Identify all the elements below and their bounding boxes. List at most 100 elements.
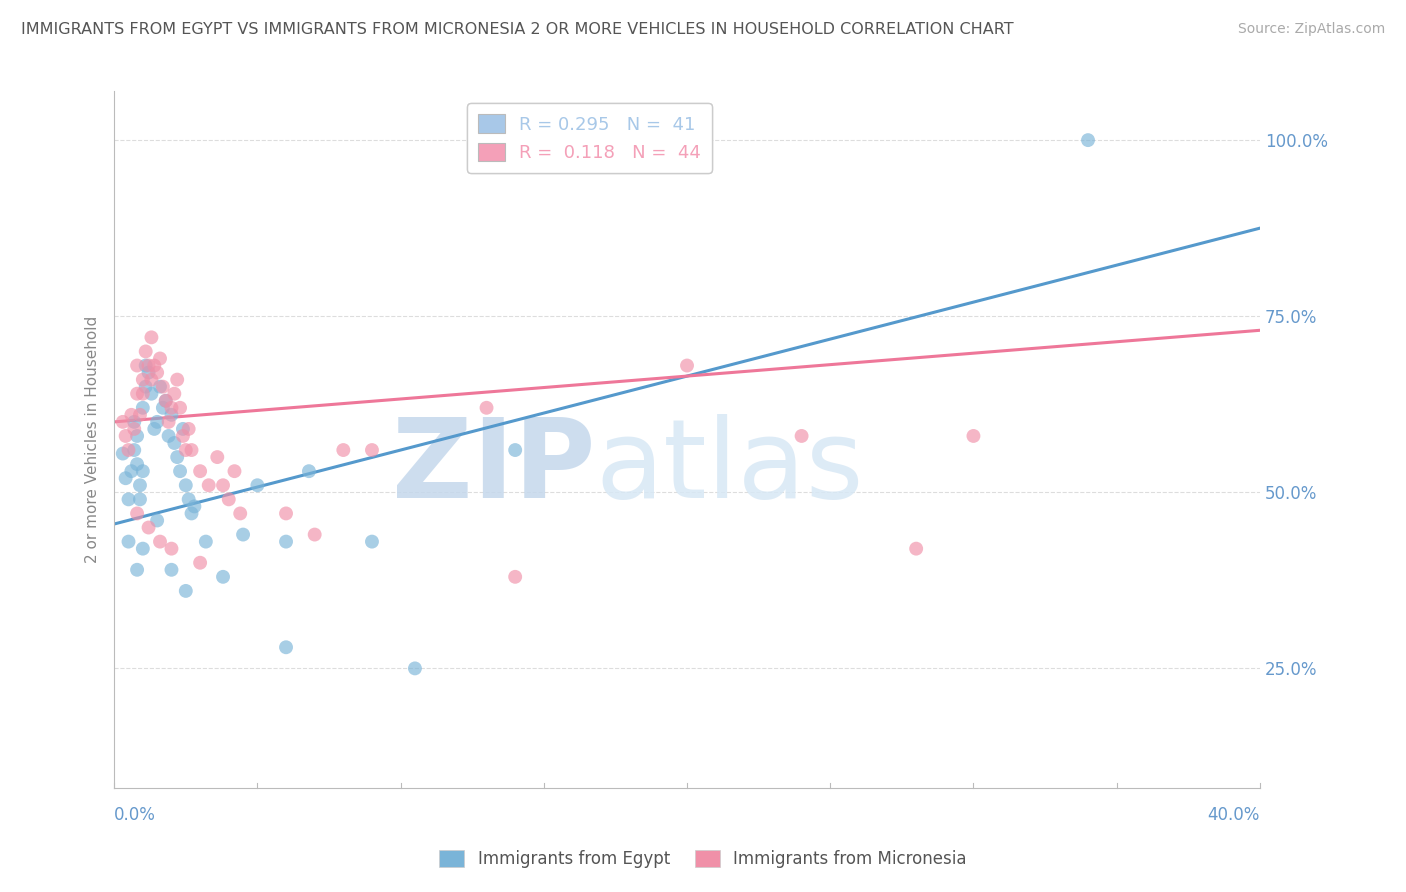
Point — [274, 640, 297, 655]
Point — [503, 443, 526, 458]
Point — [274, 507, 297, 521]
Point — [132, 541, 155, 556]
Point — [676, 359, 699, 373]
Point — [129, 492, 152, 507]
Point — [169, 464, 191, 478]
Point — [304, 527, 326, 541]
Point — [152, 379, 174, 393]
Point — [129, 478, 152, 492]
Point — [163, 386, 186, 401]
Point — [361, 534, 384, 549]
Point — [180, 507, 202, 521]
Point — [160, 401, 183, 415]
Point — [135, 344, 157, 359]
Point — [149, 534, 172, 549]
Point — [132, 373, 155, 387]
Point — [127, 507, 149, 521]
Point — [160, 563, 183, 577]
Point — [138, 520, 160, 534]
Point — [132, 386, 155, 401]
Point — [143, 422, 166, 436]
Point — [212, 570, 235, 584]
Point — [149, 379, 172, 393]
Text: Source: ZipAtlas.com: Source: ZipAtlas.com — [1237, 22, 1385, 37]
Point — [160, 541, 183, 556]
Point — [169, 401, 191, 415]
Point — [132, 464, 155, 478]
Point — [117, 443, 139, 458]
Point — [129, 408, 152, 422]
Text: 40.0%: 40.0% — [1208, 805, 1260, 823]
Point — [146, 513, 169, 527]
Text: 0.0%: 0.0% — [114, 805, 156, 823]
Point — [172, 422, 194, 436]
Point — [120, 408, 142, 422]
Point — [183, 500, 205, 514]
Point — [332, 443, 354, 458]
Point — [962, 429, 984, 443]
Point — [166, 373, 188, 387]
Point — [212, 478, 235, 492]
Text: ZIP: ZIP — [392, 414, 595, 521]
Point — [141, 330, 163, 344]
Point — [111, 446, 134, 460]
Point — [127, 429, 149, 443]
Point — [146, 415, 169, 429]
Point — [143, 359, 166, 373]
Point — [114, 471, 136, 485]
Point — [475, 401, 498, 415]
Point — [298, 464, 321, 478]
Point — [146, 366, 169, 380]
Point — [122, 415, 145, 429]
Point — [138, 366, 160, 380]
Point — [177, 492, 200, 507]
Point — [135, 379, 157, 393]
Text: IMMIGRANTS FROM EGYPT VS IMMIGRANTS FROM MICRONESIA 2 OR MORE VEHICLES IN HOUSEH: IMMIGRANTS FROM EGYPT VS IMMIGRANTS FROM… — [21, 22, 1014, 37]
Point — [166, 450, 188, 464]
Point — [149, 351, 172, 366]
Point — [122, 443, 145, 458]
Point — [117, 492, 139, 507]
Point — [197, 478, 219, 492]
Point — [141, 386, 163, 401]
Point — [141, 373, 163, 387]
Point — [127, 359, 149, 373]
Legend: R = 0.295   N =  41, R =  0.118   N =  44: R = 0.295 N = 41, R = 0.118 N = 44 — [467, 103, 711, 173]
Point — [122, 422, 145, 436]
Point — [152, 401, 174, 415]
Point — [114, 429, 136, 443]
Point — [246, 478, 269, 492]
Point — [905, 541, 928, 556]
Point — [232, 527, 254, 541]
Point — [224, 464, 246, 478]
Point — [155, 393, 177, 408]
Text: atlas: atlas — [595, 414, 863, 521]
Point — [790, 429, 813, 443]
Point — [163, 436, 186, 450]
Point — [229, 507, 252, 521]
Legend: Immigrants from Egypt, Immigrants from Micronesia: Immigrants from Egypt, Immigrants from M… — [433, 843, 973, 875]
Y-axis label: 2 or more Vehicles in Household: 2 or more Vehicles in Household — [86, 316, 100, 563]
Point — [120, 464, 142, 478]
Point — [177, 422, 200, 436]
Point — [127, 457, 149, 471]
Point — [404, 661, 426, 675]
Point — [172, 429, 194, 443]
Point — [127, 563, 149, 577]
Point — [218, 492, 240, 507]
Point — [135, 359, 157, 373]
Point — [138, 359, 160, 373]
Point — [361, 443, 384, 458]
Point — [132, 401, 155, 415]
Point — [155, 393, 177, 408]
Point — [157, 415, 180, 429]
Point — [194, 534, 217, 549]
Point — [174, 583, 197, 598]
Point — [174, 478, 197, 492]
Point — [160, 408, 183, 422]
Point — [503, 570, 526, 584]
Point — [180, 443, 202, 458]
Point — [274, 534, 297, 549]
Point — [174, 443, 197, 458]
Point — [117, 534, 139, 549]
